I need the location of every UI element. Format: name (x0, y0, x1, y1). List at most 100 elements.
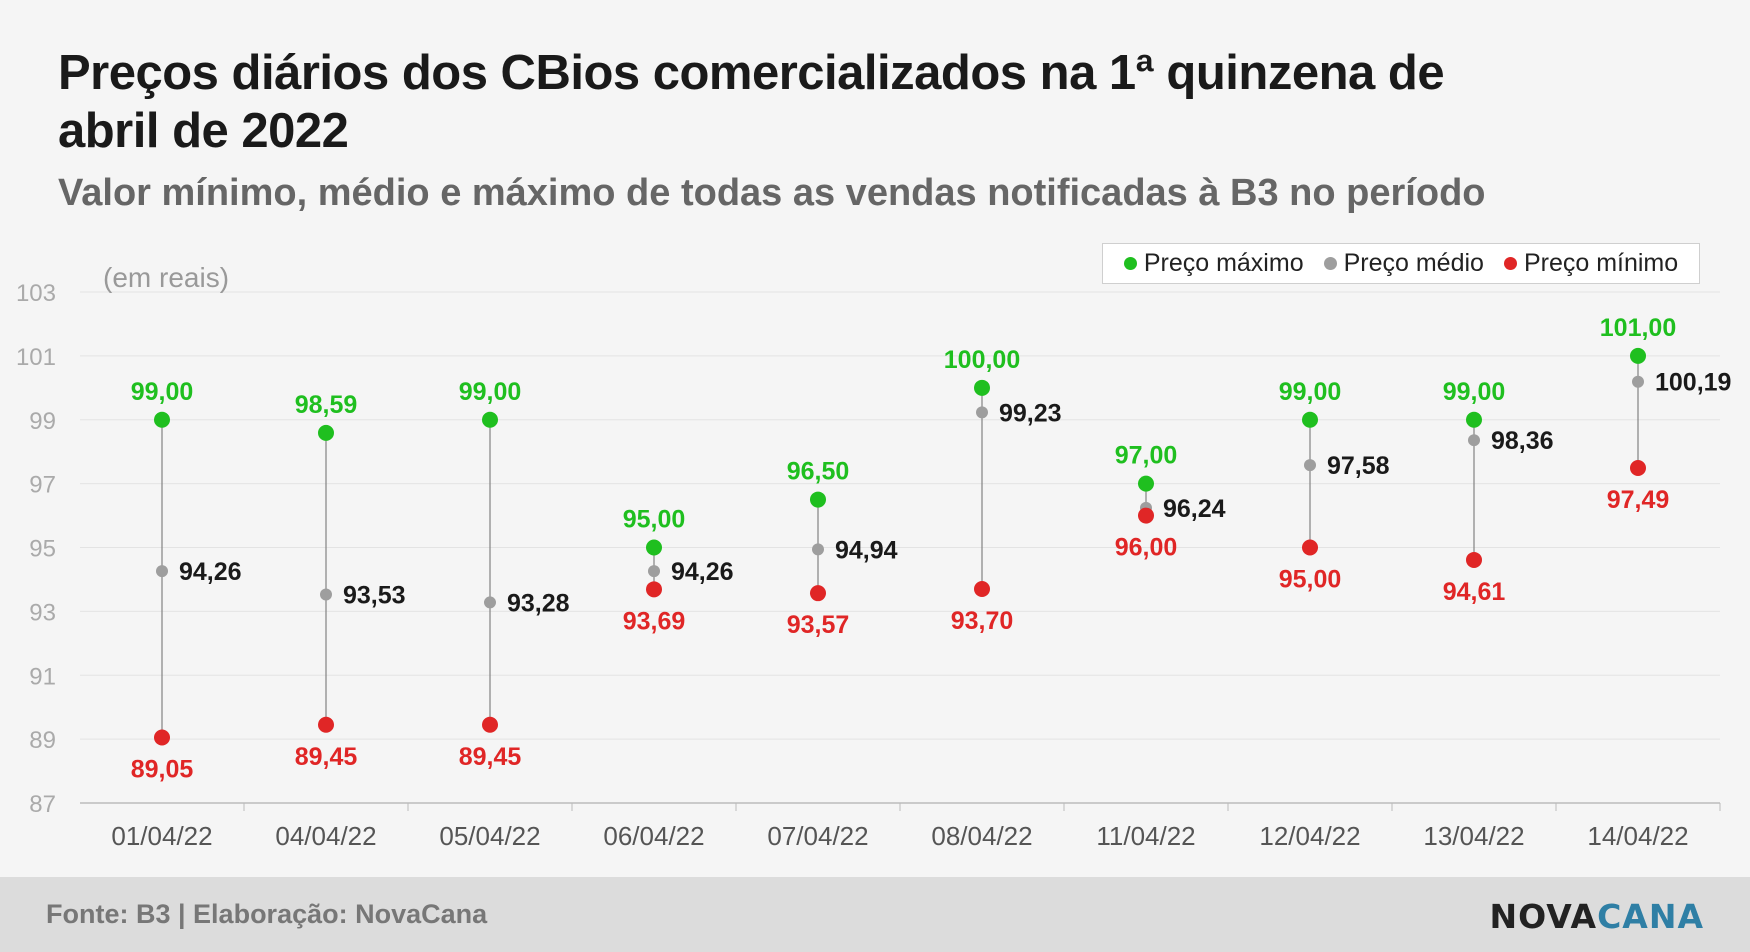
max-point (154, 411, 170, 428)
min-data-label: 96,00 (1115, 534, 1178, 562)
max-data-label: 99,00 (459, 378, 522, 406)
legend-min-dot-icon (1503, 257, 1517, 270)
y-tick-label: 97 (29, 472, 56, 499)
avg-point (1468, 434, 1480, 447)
x-tick-label: 06/04/22 (603, 821, 704, 851)
max-data-label: 100,00 (944, 346, 1020, 374)
avg-point (484, 596, 496, 609)
data-marks: 99,00 94,26 89,05 98,59 93,53 89,45 99,00 93,28… (131, 314, 1732, 784)
max-data-label: 98,59 (295, 391, 358, 419)
logo-nova: NOVA (1489, 897, 1598, 936)
max-point (1138, 475, 1154, 492)
x-tick-label: 12/04/22 (1259, 821, 1360, 851)
legend-avg-dot-icon (1323, 257, 1337, 270)
min-data-label: 95,00 (1279, 566, 1342, 594)
legend: Preço máximo Preço médio Preço mínimo (1102, 243, 1700, 284)
min-data-label: 89,05 (131, 756, 194, 784)
avg-point (812, 543, 824, 556)
min-point (1466, 551, 1482, 568)
unit-label: (em reais) (103, 262, 229, 293)
avg-data-label: 98,36 (1491, 427, 1554, 455)
y-tick-label: 87 (29, 791, 56, 818)
avg-point (648, 565, 660, 578)
max-data-label: 99,00 (1279, 378, 1342, 406)
x-tick-label: 05/04/22 (439, 821, 540, 851)
max-data-label: 101,00 (1600, 314, 1676, 342)
x-tick-label: 08/04/22 (931, 821, 1032, 851)
max-point (646, 539, 662, 556)
min-data-label: 93,70 (951, 607, 1014, 635)
x-tick-label: 11/04/22 (1096, 821, 1195, 851)
min-data-label: 97,49 (1607, 486, 1670, 514)
min-point (1630, 459, 1646, 476)
avg-point (1304, 459, 1316, 472)
legend-max-dot-icon (1123, 257, 1137, 270)
avg-data-label: 96,24 (1163, 495, 1226, 523)
avg-data-label: 93,28 (507, 589, 570, 617)
x-axis: 01/04/22 04/04/22 05/04/22 06/04/22 07/04/22… (80, 802, 1721, 851)
avg-data-label: 94,94 (835, 536, 898, 564)
max-point (318, 424, 334, 441)
max-point (482, 411, 498, 428)
max-data-label: 99,00 (131, 378, 194, 406)
min-point (1138, 507, 1154, 524)
max-point (1302, 411, 1318, 428)
avg-data-label: 97,58 (1327, 452, 1390, 480)
avg-point (976, 406, 988, 419)
max-data-label: 97,00 (1115, 442, 1178, 470)
x-tick-label: 07/04/22 (767, 821, 868, 851)
max-data-label: 95,00 (623, 506, 686, 534)
dot-plot-chart: 87 89 91 93 95 97 99 101 103 01/04/22 04/04/22 05/… (16, 262, 1732, 851)
max-data-label: 96,50 (787, 458, 850, 486)
max-point (810, 491, 826, 508)
avg-data-label: 93,53 (343, 581, 406, 609)
y-axis: 87 89 91 93 95 97 99 101 103 (16, 280, 56, 818)
min-point (646, 581, 662, 598)
max-point (1630, 347, 1646, 364)
legend-avg-label: Preço médio (1343, 249, 1484, 277)
max-point (1466, 411, 1482, 428)
footer: Fonte: B3 | Elaboração: NovaCana NOVACAN… (0, 877, 1750, 952)
y-tick-label: 93 (29, 599, 56, 626)
avg-data-label: 94,26 (671, 558, 734, 586)
max-data-label: 99,00 (1443, 378, 1506, 406)
avg-point (156, 565, 168, 578)
min-point (318, 716, 334, 733)
legend-item-max: Preço máximo (1123, 249, 1304, 278)
source-credit: Fonte: B3 | Elaboração: NovaCana (46, 899, 488, 929)
avg-data-label: 100,19 (1655, 369, 1731, 397)
min-point (1302, 539, 1318, 556)
min-data-label: 93,69 (623, 607, 686, 635)
y-tick-label: 103 (16, 280, 56, 307)
avg-point (1632, 375, 1644, 388)
min-data-label: 89,45 (295, 743, 358, 771)
min-data-label: 93,57 (787, 611, 850, 639)
avg-point (320, 588, 332, 601)
x-tick-label: 01/04/22 (111, 821, 212, 851)
legend-item-min: Preço mínimo (1503, 249, 1679, 278)
min-point (154, 729, 170, 746)
min-point (810, 585, 826, 602)
x-tick-label: 04/04/22 (275, 821, 376, 851)
min-data-label: 94,61 (1443, 578, 1506, 606)
legend-max-label: Preço máximo (1143, 249, 1304, 277)
avg-data-label: 94,26 (179, 558, 242, 586)
legend-min-label: Preço mínimo (1523, 249, 1679, 277)
min-data-label: 89,45 (459, 743, 522, 771)
chart-title: Preços diários dos CBios comercializados… (58, 46, 1445, 158)
min-point (482, 716, 498, 733)
max-point (974, 379, 990, 396)
y-tick-label: 99 (29, 408, 56, 435)
y-tick-label: 101 (16, 344, 56, 371)
min-point (974, 581, 990, 598)
x-tick-label: 14/04/22 (1587, 821, 1688, 851)
y-tick-label: 89 (29, 727, 56, 754)
y-tick-label: 95 (29, 536, 56, 563)
logo-cana: CANA (1597, 897, 1704, 936)
avg-data-label: 99,23 (999, 399, 1062, 427)
chart-subtitle: Valor mínimo, médio e máximo de todas as… (58, 172, 1486, 214)
legend-item-avg: Preço médio (1323, 249, 1484, 278)
x-tick-label: 13/04/22 (1423, 821, 1524, 851)
y-tick-label: 91 (29, 663, 56, 690)
novacana-logo: NOVACANA (1489, 897, 1704, 936)
